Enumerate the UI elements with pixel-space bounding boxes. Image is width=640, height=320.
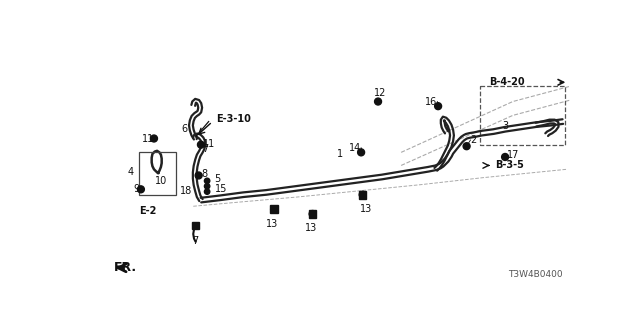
Text: 13: 13: [360, 204, 372, 214]
Text: E-2: E-2: [139, 206, 157, 216]
Text: E-3-10: E-3-10: [216, 114, 252, 124]
Circle shape: [374, 98, 381, 105]
Text: 14: 14: [349, 143, 361, 153]
Text: 3: 3: [502, 121, 508, 131]
Text: 13: 13: [266, 219, 278, 228]
Circle shape: [198, 141, 204, 148]
Text: FR.: FR.: [114, 261, 137, 274]
Text: B-3-5: B-3-5: [495, 160, 524, 171]
Text: 16: 16: [425, 97, 437, 107]
Text: 8: 8: [202, 169, 208, 179]
Circle shape: [359, 191, 366, 198]
Circle shape: [204, 184, 210, 189]
Bar: [270, 205, 278, 213]
Text: 4: 4: [127, 167, 133, 177]
Bar: [140, 152, 176, 195]
Text: 18: 18: [179, 186, 192, 196]
Text: 15: 15: [215, 184, 227, 194]
Circle shape: [204, 178, 210, 184]
Text: 9: 9: [133, 184, 140, 194]
Text: T3W4B0400: T3W4B0400: [508, 270, 563, 279]
Text: 12: 12: [374, 88, 387, 99]
Text: 2: 2: [470, 135, 477, 145]
Circle shape: [435, 103, 442, 110]
Text: 1: 1: [337, 149, 342, 159]
Circle shape: [271, 206, 278, 213]
Bar: [192, 222, 200, 229]
Circle shape: [502, 154, 509, 160]
Text: 7: 7: [202, 144, 209, 154]
Circle shape: [138, 186, 145, 193]
Circle shape: [463, 143, 470, 150]
Text: 10: 10: [155, 176, 167, 186]
Circle shape: [150, 135, 157, 142]
Bar: [359, 191, 367, 198]
Text: 11: 11: [204, 139, 216, 149]
Circle shape: [204, 189, 210, 194]
Text: 11: 11: [141, 133, 154, 143]
Text: B-4-20: B-4-20: [489, 77, 524, 87]
Circle shape: [358, 149, 365, 156]
Circle shape: [309, 211, 316, 217]
Text: 7: 7: [193, 236, 198, 245]
Bar: [308, 210, 316, 218]
Text: 13: 13: [305, 223, 317, 233]
Circle shape: [195, 172, 202, 179]
Text: 6: 6: [181, 124, 187, 134]
Text: 17: 17: [508, 150, 520, 160]
Text: 5: 5: [214, 174, 220, 184]
